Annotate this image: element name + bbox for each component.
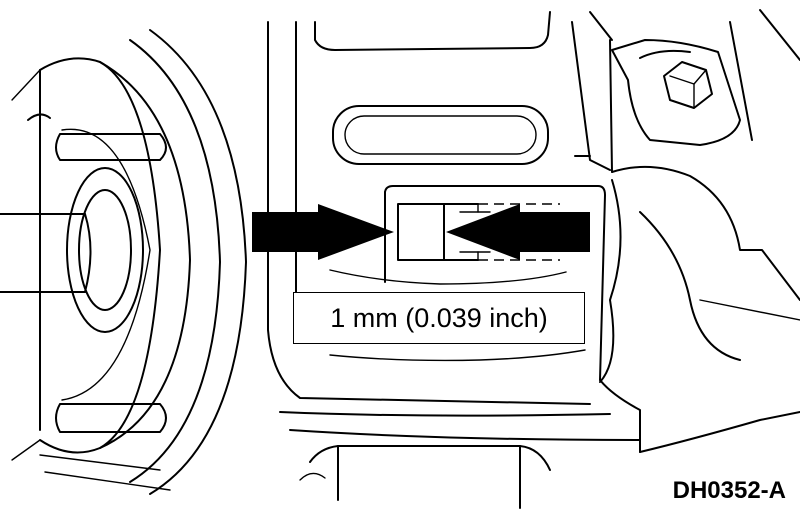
dimension-callout: 1 mm (0.039 inch) bbox=[293, 292, 585, 344]
dimension-label: 1 mm (0.039 inch) bbox=[330, 302, 548, 333]
arrow-right-icon bbox=[252, 204, 394, 260]
bolt-head bbox=[663, 61, 713, 109]
dimension-arrows bbox=[252, 204, 590, 260]
mounting-bracket bbox=[599, 9, 800, 453]
housing bbox=[267, 11, 641, 509]
pad-gap-detail bbox=[397, 203, 560, 261]
arrow-left-icon bbox=[446, 204, 590, 260]
figure-code: DH0352-A bbox=[672, 477, 786, 504]
rotor-assembly bbox=[0, 29, 247, 495]
